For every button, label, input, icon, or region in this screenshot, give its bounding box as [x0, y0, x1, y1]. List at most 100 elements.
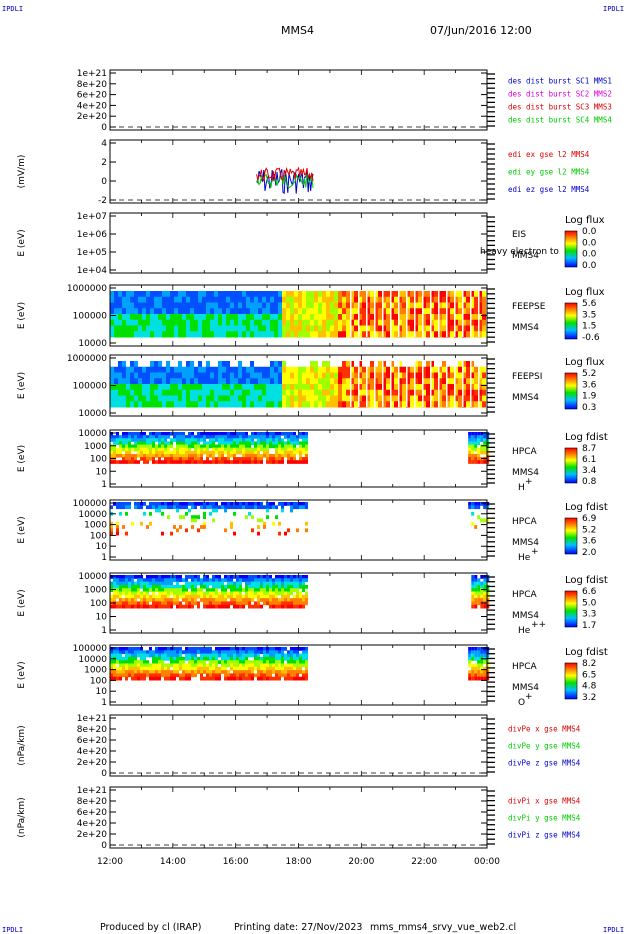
header-spacecraft: MMS4 — [281, 24, 314, 37]
ytick-eis: 1e+05 — [77, 248, 107, 258]
legend-divpi: divPi z gse MMS4 — [508, 830, 581, 839]
ytick-hpca_he: 100000 — [73, 499, 108, 509]
cb-value-eis: 0.0 — [582, 238, 597, 248]
cb-title-hpca_he: Log fdist — [565, 502, 608, 513]
ytick-divpi: 1e+21 — [77, 786, 107, 796]
ytick-hpca_he2: 100 — [90, 599, 107, 609]
species-charge-hpca_he2: ++ — [531, 620, 546, 630]
legend-divpe: divPe x gse MMS4 — [508, 725, 581, 734]
legend-divpi: divPi y gse MMS4 — [508, 814, 581, 823]
footer-file: mms_mms4_srvy_vue_web2.cl — [370, 922, 516, 933]
instrument-label-hpca_he: HPCA — [512, 517, 537, 527]
ytick-hpca_o: 100 — [90, 676, 107, 686]
legend-des: des dist burst SC1 MMS1 — [508, 76, 612, 85]
colorbar-hpca_he2 — [564, 590, 578, 628]
edi-trace-0 — [256, 169, 314, 195]
cb-title-hpca_h: Log fdist — [565, 432, 608, 443]
colorbar-eis — [564, 230, 578, 268]
ytick-des: 0 — [101, 123, 107, 133]
cb-title-eis: Log flux — [565, 215, 605, 226]
species-label-hpca_he2: He — [518, 626, 531, 636]
legend-des: des dist burst SC2 MMS2 — [508, 89, 612, 98]
instrument-label-feepse: FEEPSE — [512, 302, 546, 312]
cb-value-hpca_o: 3.2 — [582, 693, 596, 703]
ytick-hpca_o: 1 — [101, 698, 107, 708]
spectrogram-feepsi — [110, 361, 486, 408]
spacecraft-label-hpca_he: MMS4 — [512, 538, 539, 548]
ytick-hpca_he: 1000 — [84, 521, 107, 531]
cb-title-feepsi: Log flux — [565, 357, 605, 368]
ylabel-divpe: (nPa/km) — [17, 725, 27, 765]
legend-des: des dist burst SC4 MMS4 — [508, 116, 612, 125]
cb-value-hpca_he2: 6.6 — [582, 587, 597, 597]
corner-label-br: IPDLI — [603, 926, 624, 934]
ylabel-eis: E (eV) — [17, 229, 27, 256]
time-tick: 14:00 — [160, 857, 186, 867]
time-tick: 12:00 — [97, 857, 123, 867]
ytick-des: 8e+20 — [77, 80, 108, 90]
corner-label-bl: IPDLI — [2, 926, 23, 934]
spacecraft-label-hpca_o: MMS4 — [512, 683, 539, 693]
colorbar-hpca_he — [564, 517, 578, 555]
edi-trace-2 — [256, 166, 314, 183]
spacecraft-label-eis: MMS4 — [512, 251, 539, 261]
legend-edi: edi ey gse l2 MMS4 — [508, 168, 590, 177]
cb-title-feepse: Log flux — [565, 287, 605, 298]
ytick-feepsi: 100000 — [73, 382, 108, 392]
cb-value-eis: 0.0 — [582, 250, 597, 260]
ylabel-hpca_h: E (eV) — [17, 445, 27, 472]
ytick-divpe: 4e+20 — [77, 747, 108, 757]
ytick-hpca_he: 1 — [101, 553, 107, 563]
header-datetime: 07/Jun/2016 12:00 — [430, 24, 532, 37]
ylabel-hpca_o: E (eV) — [17, 661, 27, 688]
ylabel-edi: (mV/m) — [17, 155, 27, 189]
panel-frame — [109, 714, 488, 777]
panel-frame — [109, 786, 488, 849]
time-tick: 16:00 — [223, 857, 249, 867]
ytick-divpi: 0 — [101, 841, 107, 851]
ytick-des: 4e+20 — [77, 101, 108, 111]
spacecraft-label-hpca_h: MMS4 — [512, 468, 539, 478]
species-charge-hpca_o: + — [525, 692, 533, 702]
spectrogram-feepse — [110, 291, 486, 338]
ytick-eis: 1e+04 — [77, 266, 108, 276]
legend-divpi: divPi x gse MMS4 — [508, 797, 581, 806]
panel-hpca_h: 10000 1000 100 10 1 E (eV) Log fdist8.76.13.40… — [17, 429, 608, 493]
cb-value-hpca_h: 3.4 — [582, 466, 597, 476]
ytick-edi: 0 — [101, 177, 107, 187]
corner-label-tr: IPDLI — [603, 5, 624, 13]
species-charge-hpca_he: + — [531, 547, 539, 557]
legend-divpe: divPe y gse MMS4 — [508, 742, 581, 751]
cb-value-feepse: 1.5 — [582, 322, 596, 332]
panel-frame — [109, 69, 488, 131]
ylabel-feepse: E (eV) — [17, 302, 27, 329]
cb-value-feepsi: 0.3 — [582, 403, 596, 413]
cb-value-eis: 0.0 — [582, 227, 597, 237]
instrument-label-feepsi: FEEPSI — [512, 372, 542, 382]
ylabel-feepsi: E (eV) — [17, 372, 27, 399]
colorbar-hpca_o — [564, 662, 578, 700]
ytick-hpca_he2: 1000 — [84, 586, 107, 596]
ytick-divpe: 0 — [101, 769, 107, 779]
ylabel-divpi: (nPa/km) — [17, 797, 27, 837]
ytick-feepsi: 10000 — [78, 409, 107, 419]
ytick-hpca_h: 10 — [96, 467, 108, 477]
spectrogram-hpca_o — [110, 647, 490, 681]
ytick-hpca_o: 1000 — [84, 666, 107, 676]
ytick-divpe: 6e+20 — [77, 736, 108, 746]
ytick-eis: 1e+07 — [77, 212, 107, 222]
instrument-label-hpca_o: HPCA — [512, 662, 537, 672]
ytick-feepse: 100000 — [73, 312, 108, 322]
ytick-hpca_he: 100 — [90, 531, 107, 541]
time-tick: 22:00 — [411, 857, 437, 867]
corner-label-tl: IPDLI — [2, 5, 23, 13]
colorbar-feepse — [564, 302, 578, 340]
spacecraft-label-feepse: MMS4 — [512, 323, 539, 333]
spectrogram-hpca_h — [110, 432, 490, 464]
cb-value-hpca_he2: 3.3 — [582, 610, 596, 620]
